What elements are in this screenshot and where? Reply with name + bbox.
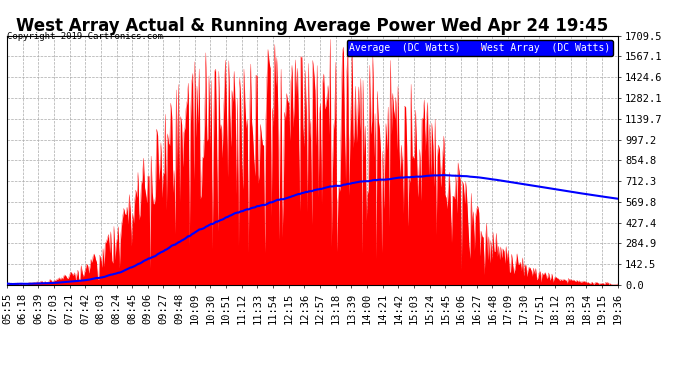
Legend: Average  (DC Watts), West Array  (DC Watts): Average (DC Watts), West Array (DC Watts…	[346, 40, 613, 56]
Text: Copyright 2019 Cartronics.com: Copyright 2019 Cartronics.com	[7, 32, 163, 41]
Title: West Array Actual & Running Average Power Wed Apr 24 19:45: West Array Actual & Running Average Powe…	[16, 18, 609, 36]
